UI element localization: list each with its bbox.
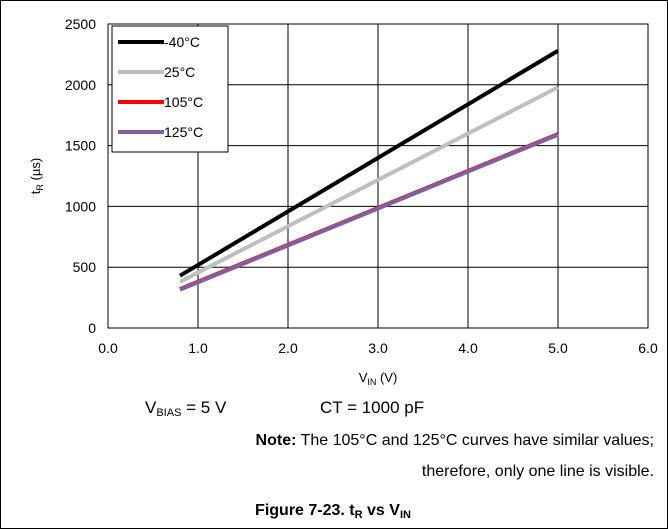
x-tick-label: 2.0 (278, 340, 298, 356)
y-tick-label: 1500 (65, 138, 96, 154)
x-tick-label: 3.0 (368, 340, 388, 356)
legend: -40°C 25°C 105°C 125°C (111, 25, 229, 153)
legend-label: 125°C (164, 124, 203, 140)
series-line-3 (179, 132, 559, 292)
y-tick-label: 2500 (65, 16, 96, 32)
x-tick-label: 4.0 (458, 340, 478, 356)
x-tick-label: 5.0 (548, 340, 568, 356)
note-line-1: Note: The 105°C and 125°C curves have si… (255, 432, 654, 449)
series-lines (178, 49, 560, 292)
y-tick-labels: 0 500 1000 1500 2000 2500 (65, 16, 96, 336)
y-tick-label: 1000 (65, 198, 96, 214)
legend-label: 105°C (164, 94, 203, 110)
y-axis-label: tR (µs) (28, 158, 45, 194)
figure-caption: Figure 7-23. tR vs VIN (255, 502, 411, 521)
series-line-0 (178, 49, 560, 278)
x-tick-label: 0.0 (98, 340, 118, 356)
x-tick-label: 6.0 (638, 340, 658, 356)
line-chart: 0.0 1.0 2.0 3.0 4.0 5.0 6.0 0 500 1000 1500 2000 25… (28, 16, 658, 387)
x-tick-label: 1.0 (188, 340, 208, 356)
note-line-2: therefore, only one line is visible. (421, 463, 654, 480)
y-tick-label: 0 (88, 320, 96, 336)
ct-condition: CT = 1000 pF (320, 398, 425, 417)
legend-label: -40°C (164, 34, 200, 50)
x-axis-label: VIN (V) (359, 370, 398, 387)
series-line-1 (179, 85, 559, 284)
y-tick-label: 2000 (65, 77, 96, 93)
legend-label: 25°C (164, 64, 195, 80)
y-tick-label: 500 (73, 259, 97, 275)
note-label: Note: (255, 432, 297, 449)
vbias-condition: VBIAS = 5 V (145, 398, 227, 419)
x-tick-labels: 0.0 1.0 2.0 3.0 4.0 5.0 6.0 (98, 340, 658, 356)
